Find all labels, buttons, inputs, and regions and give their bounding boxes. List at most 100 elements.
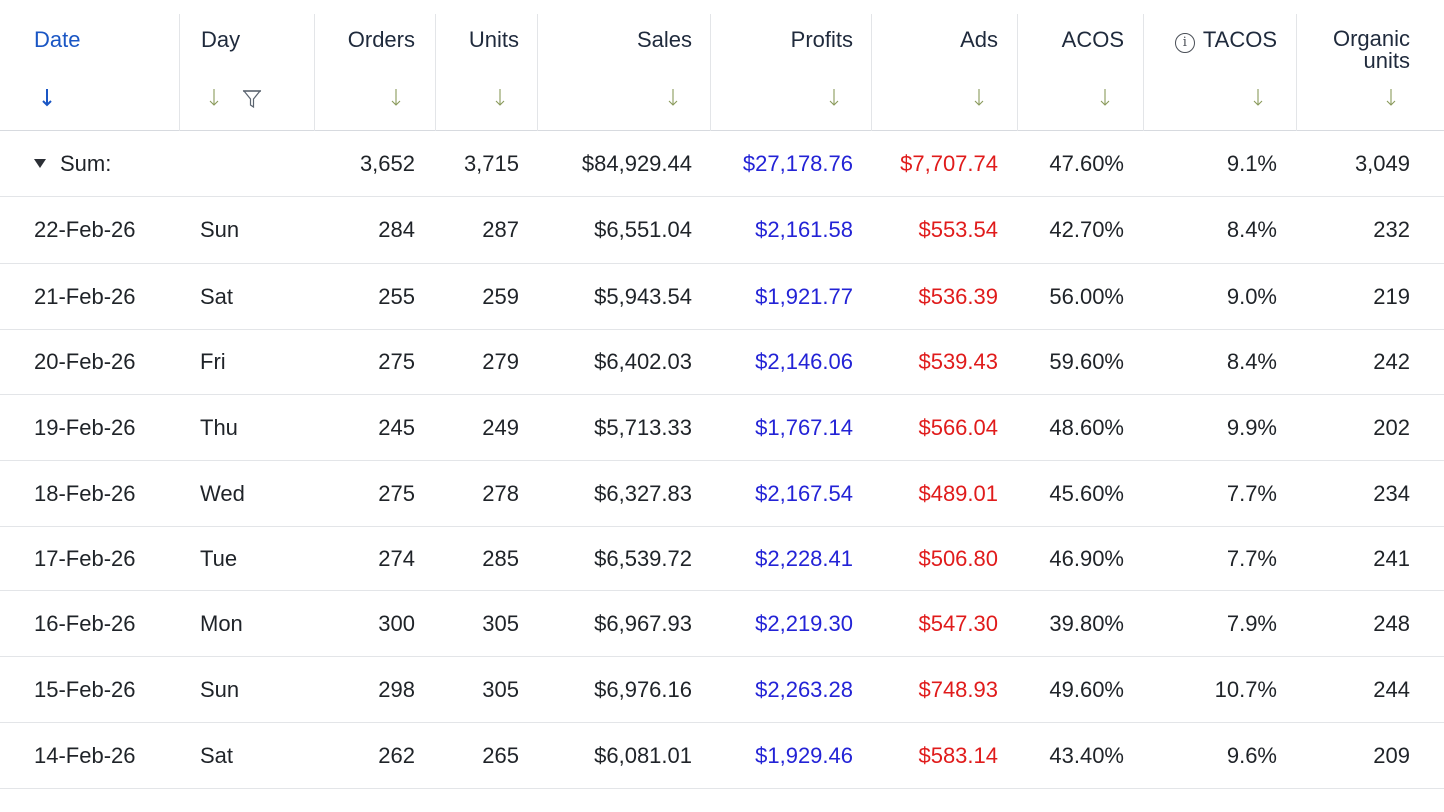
organic-units-cell: 209	[1373, 742, 1410, 768]
sort-down-arrow-icon[interactable]	[1251, 86, 1265, 108]
date-cell: 14-Feb-26	[34, 742, 136, 768]
sales-cell: $6,976.16	[594, 676, 692, 702]
tacos-cell: 9.1%	[1226, 150, 1277, 176]
column-header-label: Organic units	[1333, 28, 1410, 72]
units-cell: 3,715	[463, 150, 519, 176]
units-cell: 285	[482, 545, 519, 571]
day-cell: Sat	[200, 742, 234, 768]
day-cell: Sun	[200, 217, 240, 242]
date-cell: 19-Feb-26	[34, 414, 136, 440]
tacos-cell: 8.4%	[1226, 349, 1277, 374]
acos-cell: 59.60%	[1049, 349, 1124, 374]
date-cell: 15-Feb-26	[34, 676, 136, 702]
units-cell: 259	[482, 283, 519, 309]
orders-cell: 275	[378, 480, 415, 506]
units-cell: 305	[482, 610, 519, 636]
orders-cell: 274	[378, 545, 415, 571]
acos-cell: 43.40%	[1049, 742, 1124, 768]
table-row[interactable]: 20-Feb-26 Fri 275 279 $6,402.03 $2,146.06 $539…	[0, 330, 1444, 395]
day-cell: Tue	[200, 545, 238, 571]
sales-cell: $5,943.54	[594, 283, 692, 309]
caret-down-icon[interactable]	[34, 159, 46, 168]
sort-down-arrow-icon[interactable]	[493, 86, 507, 108]
profits-cell: $1,921.77	[755, 283, 853, 309]
column-header-label: i TACOS	[1174, 28, 1277, 53]
profits-cell: $2,146.06	[755, 349, 853, 374]
column-header-label: Units	[468, 27, 519, 52]
units-cell: 265	[482, 742, 519, 768]
sales-cell: $6,081.01	[594, 742, 692, 768]
sales-cell: $6,967.93	[594, 610, 692, 636]
organic-units-cell: 3,049	[1354, 150, 1410, 176]
sort-down-arrow-icon[interactable]	[207, 86, 221, 108]
sales-cell: $6,327.83	[594, 480, 692, 506]
sales-cell: $5,713.33	[594, 414, 692, 440]
column-header-ads[interactable]: Ads	[871, 14, 1017, 131]
tacos-cell: 9.0%	[1226, 283, 1277, 309]
summary-row: Sum: 3,652 3,715 $84,929.44 $27,178.76 $7,707…	[0, 131, 1444, 197]
sort-down-arrow-icon[interactable]	[40, 86, 54, 108]
acos-cell: 45.60%	[1049, 480, 1124, 506]
organic-label-line1: Organic	[1332, 26, 1410, 51]
column-header-acos[interactable]: ACOS	[1017, 14, 1143, 131]
table-row[interactable]: 16-Feb-26 Mon 300 305 $6,967.93 $2,219.30 $547…	[0, 591, 1444, 657]
column-header-organic-units[interactable]: Organic units	[1296, 14, 1428, 131]
table-row[interactable]: 14-Feb-26 Sat 262 265 $6,081.01 $1,929.46 $583…	[0, 723, 1444, 789]
sales-cell: $6,551.04	[594, 217, 692, 242]
orders-cell: 300	[378, 610, 415, 636]
table-row[interactable]: 15-Feb-26 Sun 298 305 $6,976.16 $2,263.28 $748…	[0, 657, 1444, 723]
tacos-cell: 10.7%	[1214, 676, 1277, 702]
summary-label-cell: Sum:	[0, 131, 179, 196]
acos-cell: 42.70%	[1049, 217, 1124, 242]
sort-down-arrow-icon[interactable]	[972, 86, 986, 108]
column-header-units[interactable]: Units	[435, 14, 537, 131]
acos-cell: 39.80%	[1049, 610, 1124, 636]
column-header-tacos[interactable]: i TACOS	[1143, 14, 1296, 131]
orders-cell: 3,652	[359, 150, 415, 176]
info-icon[interactable]: i	[1174, 33, 1195, 53]
sort-down-arrow-icon[interactable]	[666, 86, 680, 108]
day-cell: Thu	[200, 414, 238, 440]
column-header-label: Date	[34, 27, 81, 52]
day-cell: Wed	[200, 480, 245, 506]
table-row[interactable]: 17-Feb-26 Tue 274 285 $6,539.72 $2,228.41 $506…	[0, 527, 1444, 591]
column-header-sales[interactable]: Sales	[537, 14, 710, 131]
table-row[interactable]: 19-Feb-26 Thu 245 249 $5,713.33 $1,767.14 $566…	[0, 395, 1444, 461]
profits-cell: $27,178.76	[742, 150, 853, 176]
summary-label: Sum:	[60, 150, 112, 176]
table-row[interactable]: 18-Feb-26 Wed 275 278 $6,327.83 $2,167.54 $489…	[0, 461, 1444, 527]
table-row[interactable]: 22-Feb-26 Sun 284 287 $6,551.04 $2,161.58 $553…	[0, 197, 1444, 264]
acos-cell: 48.60%	[1049, 414, 1124, 440]
column-header-orders[interactable]: Orders	[314, 14, 435, 131]
profits-cell: $2,167.54	[755, 480, 853, 506]
orders-cell: 245	[378, 414, 415, 440]
column-header-day[interactable]: Day	[179, 14, 314, 131]
table-header: Date Day Orders Units Sales Profits Ads ACOS i TA…	[0, 0, 1444, 131]
ads-cell: $748.93	[918, 676, 998, 702]
organic-units-cell: 234	[1373, 480, 1410, 506]
sales-cell: $6,539.72	[594, 545, 692, 571]
column-header-label: Sales	[636, 27, 692, 52]
sort-down-arrow-icon[interactable]	[1098, 86, 1112, 108]
sales-cell: $6,402.03	[594, 349, 692, 374]
day-cell: Fri	[200, 349, 226, 374]
sort-down-arrow-icon[interactable]	[1384, 86, 1398, 108]
tacos-cell: 7.7%	[1226, 545, 1277, 571]
column-header-profits[interactable]: Profits	[710, 14, 871, 131]
sort-down-arrow-icon[interactable]	[389, 86, 403, 108]
table-row[interactable]: 21-Feb-26 Sat 255 259 $5,943.54 $1,921.77 $536…	[0, 264, 1444, 330]
tacos-cell: 9.6%	[1226, 742, 1277, 768]
organic-units-cell: 241	[1373, 545, 1410, 571]
filter-icon[interactable]	[242, 88, 262, 110]
column-header-date[interactable]: Date	[0, 14, 179, 131]
date-cell: 22-Feb-26	[34, 217, 136, 242]
date-cell: 21-Feb-26	[34, 283, 136, 309]
column-header-label: Profits	[790, 27, 853, 52]
organic-units-cell: 232	[1373, 217, 1410, 242]
ads-cell: $506.80	[918, 545, 998, 571]
units-cell: 305	[482, 676, 519, 702]
sort-down-arrow-icon[interactable]	[827, 86, 841, 108]
units-cell: 249	[482, 414, 519, 440]
profits-cell: $1,767.14	[755, 414, 853, 440]
